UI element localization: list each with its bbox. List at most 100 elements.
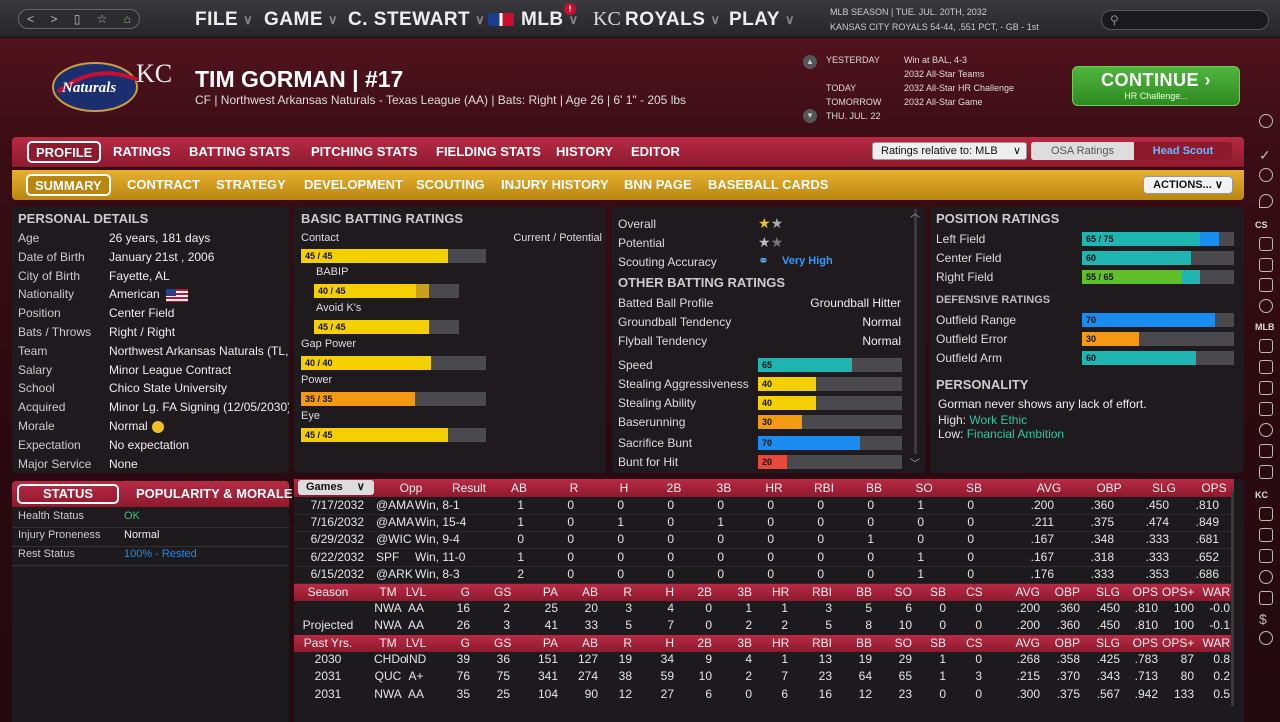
column-header[interactable]: RBI xyxy=(813,481,834,495)
tab-popularity-morale[interactable]: POPULARITY & MORALE xyxy=(136,486,293,501)
tab-ratings[interactable]: RATINGS xyxy=(113,144,171,159)
column-header[interactable]: G xyxy=(460,585,470,599)
menu-royals[interactable]: ROYALS ∨ xyxy=(625,8,720,32)
column-header[interactable]: SB xyxy=(965,481,982,495)
table-row[interactable]: 2031 NWA AA 35 25 104 90 12 27 6 0 6 16 12 23 0 0 .300 .37… xyxy=(294,687,1234,704)
column-header[interactable]: R xyxy=(569,481,579,495)
column-header[interactable]: SB xyxy=(930,636,947,650)
column-header[interactable]: AVG xyxy=(1015,585,1040,599)
chevron-up-icon[interactable]: ︿ xyxy=(910,209,920,220)
column-header[interactable]: 3B xyxy=(737,636,752,650)
column-header[interactable]: SO xyxy=(894,585,912,599)
column-header[interactable]: OPS xyxy=(1132,585,1158,599)
column-header[interactable]: G xyxy=(460,636,470,650)
column-header[interactable]: H xyxy=(665,585,674,599)
schedule-event[interactable]: 2032 All-Star HR Challenge xyxy=(904,83,1015,93)
column-header[interactable]: PA xyxy=(542,636,558,650)
actions-button[interactable]: ACTIONS... ∨ xyxy=(1143,176,1233,194)
roster-icon[interactable] xyxy=(1259,528,1273,542)
schedule-down-icon[interactable]: ▼ xyxy=(803,109,817,123)
tab-status[interactable]: STATUS xyxy=(17,484,119,504)
column-header[interactable]: R xyxy=(623,636,632,650)
tab-development[interactable]: DEVELOPMENT xyxy=(304,177,403,192)
column-header[interactable]: CS xyxy=(966,585,983,599)
calendar-icon[interactable] xyxy=(1259,381,1273,395)
transactions-icon[interactable] xyxy=(1259,444,1273,458)
column-header[interactable]: AVG xyxy=(1015,636,1040,650)
tab-scouting[interactable]: SCOUTING xyxy=(416,177,485,192)
tab-contract[interactable]: CONTRACT xyxy=(127,177,200,192)
column-header[interactable]: LVL xyxy=(405,636,427,650)
tab-fielding-stats[interactable]: FIELDING STATS xyxy=(436,144,541,159)
schedule-event[interactable]: Win at BAL, 4-3 xyxy=(904,55,968,65)
column-header[interactable]: 2B xyxy=(697,585,712,599)
column-header[interactable]: H xyxy=(665,636,674,650)
games-dropdown[interactable]: Games ∨ xyxy=(298,480,374,495)
column-header[interactable]: GS xyxy=(494,636,512,650)
table-row[interactable]: 7/16/2032 @AMA Win, 15-4 1 0 1 0 1 0 0 0 0 0 .211 .375… xyxy=(294,515,1234,533)
star-badge-icon[interactable] xyxy=(1259,360,1273,374)
ratings-relative-select[interactable]: Ratings relative to: MLB ∨ xyxy=(872,142,1027,160)
baseball-icon[interactable] xyxy=(1259,423,1273,437)
table-row[interactable]: Projected NWA AA 26 3 41 33 5 7 0 2 2 5 8 10 0 0.200.360… xyxy=(294,618,1234,635)
star-badge-icon[interactable] xyxy=(1259,549,1273,563)
column-header[interactable]: OBP xyxy=(1096,481,1122,495)
column-header[interactable]: WAR xyxy=(1202,636,1230,650)
scrollbar[interactable] xyxy=(1231,491,1234,706)
column-header[interactable]: BB xyxy=(855,585,872,599)
column-header[interactable]: 3B xyxy=(737,585,752,599)
checkmark-icon[interactable]: ✓ xyxy=(1259,147,1271,163)
tab-pitching-stats[interactable]: PITCHING STATS xyxy=(311,144,418,159)
tab-summary[interactable]: SUMMARY xyxy=(26,174,111,196)
head-scout-toggle[interactable]: Head Scout xyxy=(1134,142,1232,160)
column-header[interactable]: PA xyxy=(542,585,558,599)
menu-manager[interactable]: C. STEWART ∨ xyxy=(348,8,485,32)
column-header[interactable]: AB xyxy=(510,481,527,495)
column-header[interactable]: SLG xyxy=(1095,585,1120,599)
menu-mlb[interactable]: MLB ∨ xyxy=(521,8,579,32)
tab-strategy[interactable]: STRATEGY xyxy=(216,177,286,192)
menu-game[interactable]: GAME ∨ xyxy=(264,8,338,32)
tab-editor[interactable]: EDITOR xyxy=(631,144,680,159)
table-row[interactable]: NWA AA 16 2 25 20 3 4 0 1 1 3 5 6 0 0 .200 .360 .450 .810 10… xyxy=(294,601,1234,618)
table-row[interactable]: 6/22/2032 SPF Win, 11-0 1 0 0 0 0 0 0 0 1 0 .167 .318.… xyxy=(294,550,1234,567)
back-circle-icon[interactable] xyxy=(1259,114,1273,128)
tab-baseball-cards[interactable]: BASEBALL CARDS xyxy=(708,177,829,192)
home-icon[interactable]: ⌂ xyxy=(123,12,131,26)
osa-ratings-toggle[interactable]: OSA Ratings xyxy=(1031,142,1134,160)
column-header[interactable]: WAR xyxy=(1202,585,1230,599)
forward-icon[interactable]: > xyxy=(50,12,58,26)
globe-icon[interactable] xyxy=(1259,168,1273,182)
tab-injury-history[interactable]: INJURY HISTORY xyxy=(501,177,609,192)
search-input[interactable]: ⚲ xyxy=(1101,10,1269,30)
column-header[interactable]: SLG xyxy=(1095,636,1120,650)
column-header[interactable]: AVG xyxy=(1036,481,1062,495)
chat-icon[interactable] xyxy=(1259,278,1273,292)
scrollbar[interactable] xyxy=(914,209,917,454)
column-header[interactable]: OBP xyxy=(1054,585,1080,599)
column-header[interactable]: 2B xyxy=(697,636,712,650)
table-row[interactable]: 2030 CHDo IND 39 36 151 127 19 34 9 4 1 13 19 29 1 0 .268… xyxy=(294,652,1234,669)
stats-icon[interactable] xyxy=(1259,402,1273,416)
menu-file[interactable]: FILE ∨ xyxy=(195,8,253,32)
transactions-icon[interactable] xyxy=(1259,591,1273,605)
column-header[interactable]: OPS+ xyxy=(1162,636,1195,650)
detail-value[interactable]: Northwest Arkansas Naturals (TL, K xyxy=(109,344,289,358)
column-header[interactable]: HR xyxy=(772,585,790,599)
tab-bnn-page[interactable]: BNN PAGE xyxy=(624,177,692,192)
column-header[interactable]: TM xyxy=(379,636,397,650)
column-header[interactable]: H xyxy=(619,481,629,495)
column-header[interactable]: GS xyxy=(494,585,512,599)
column-header[interactable]: 2B xyxy=(666,481,682,495)
page-icon[interactable]: ▯ xyxy=(73,12,81,26)
table-row[interactable]: 2031 QUC A+ 76 75 341 274 38 59 10 2 7 23 64 65 1 3 .215.… xyxy=(294,669,1234,686)
mail-icon[interactable] xyxy=(1259,258,1273,272)
bracket-icon[interactable] xyxy=(1259,465,1273,479)
column-header[interactable]: OPS xyxy=(1132,636,1158,650)
tab-profile[interactable]: PROFILE xyxy=(27,141,102,163)
column-header[interactable]: AB xyxy=(581,585,598,599)
dollar-icon[interactable]: $ xyxy=(1259,611,1267,627)
column-header[interactable]: RBI xyxy=(811,585,832,599)
column-header[interactable]: Past Yrs. xyxy=(303,636,353,650)
chevron-down-icon[interactable]: ﹀ xyxy=(910,459,920,470)
